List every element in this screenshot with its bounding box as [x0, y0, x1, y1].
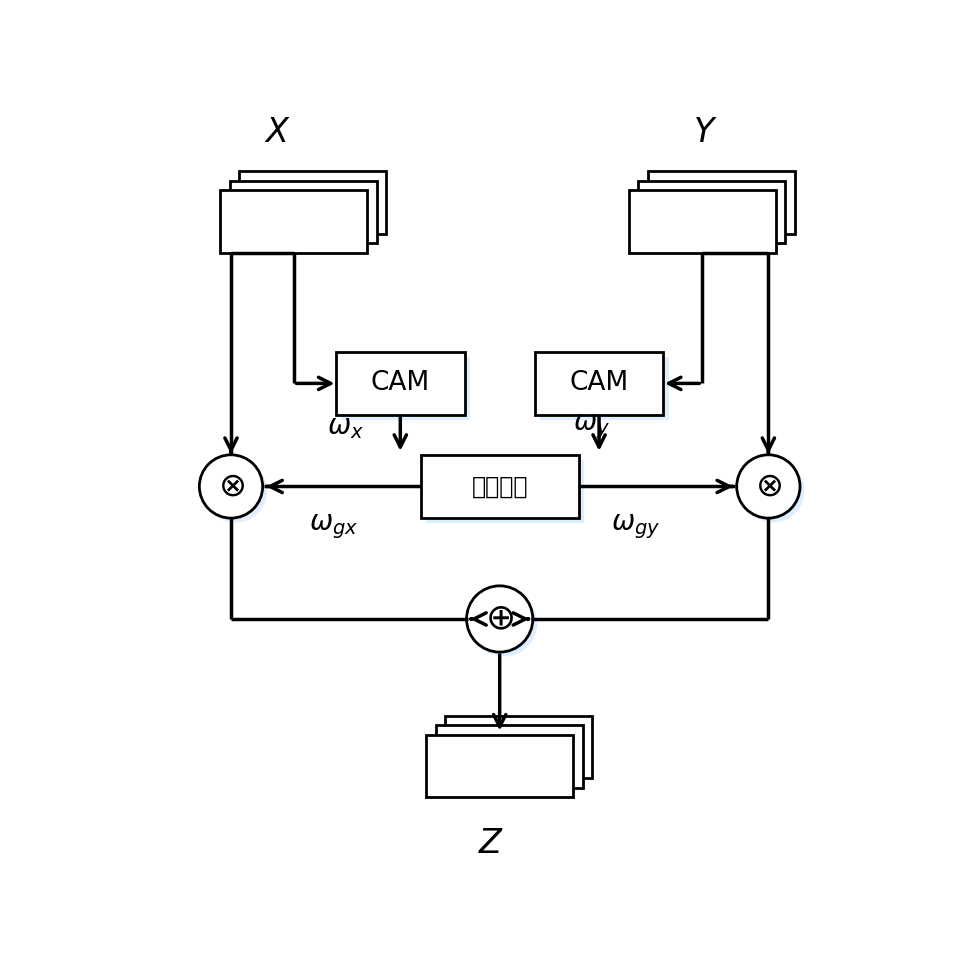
Circle shape [467, 586, 532, 652]
FancyBboxPatch shape [436, 726, 583, 788]
FancyBboxPatch shape [220, 190, 368, 252]
Circle shape [204, 459, 267, 523]
Text: $\otimes$: $\otimes$ [217, 470, 245, 503]
Text: 分配计算: 分配计算 [472, 474, 527, 498]
Text: CAM: CAM [370, 370, 430, 397]
FancyBboxPatch shape [239, 171, 386, 233]
Text: $\omega_x$: $\omega_x$ [327, 413, 364, 441]
Text: $\otimes$: $\otimes$ [755, 470, 782, 503]
Text: $\omega_{gy}$: $\omega_{gy}$ [611, 512, 660, 541]
FancyBboxPatch shape [534, 352, 663, 415]
FancyBboxPatch shape [638, 181, 785, 243]
Text: Z: Z [479, 827, 501, 859]
Circle shape [471, 590, 537, 657]
FancyBboxPatch shape [540, 358, 669, 420]
FancyBboxPatch shape [229, 181, 376, 243]
Text: $\omega_y$: $\omega_y$ [573, 413, 610, 442]
Text: CAM: CAM [569, 370, 629, 397]
Text: $\oplus$: $\oplus$ [486, 602, 514, 636]
FancyBboxPatch shape [647, 171, 795, 233]
Circle shape [741, 459, 804, 523]
Text: X: X [265, 116, 288, 149]
FancyBboxPatch shape [426, 735, 573, 797]
FancyBboxPatch shape [341, 358, 470, 420]
Circle shape [737, 455, 800, 518]
FancyBboxPatch shape [336, 352, 465, 415]
FancyBboxPatch shape [629, 190, 776, 252]
FancyBboxPatch shape [446, 716, 593, 778]
Text: $\omega_{gx}$: $\omega_{gx}$ [309, 512, 359, 541]
Text: Y: Y [693, 116, 714, 149]
Circle shape [199, 455, 262, 518]
FancyBboxPatch shape [420, 455, 579, 518]
FancyBboxPatch shape [426, 461, 584, 523]
